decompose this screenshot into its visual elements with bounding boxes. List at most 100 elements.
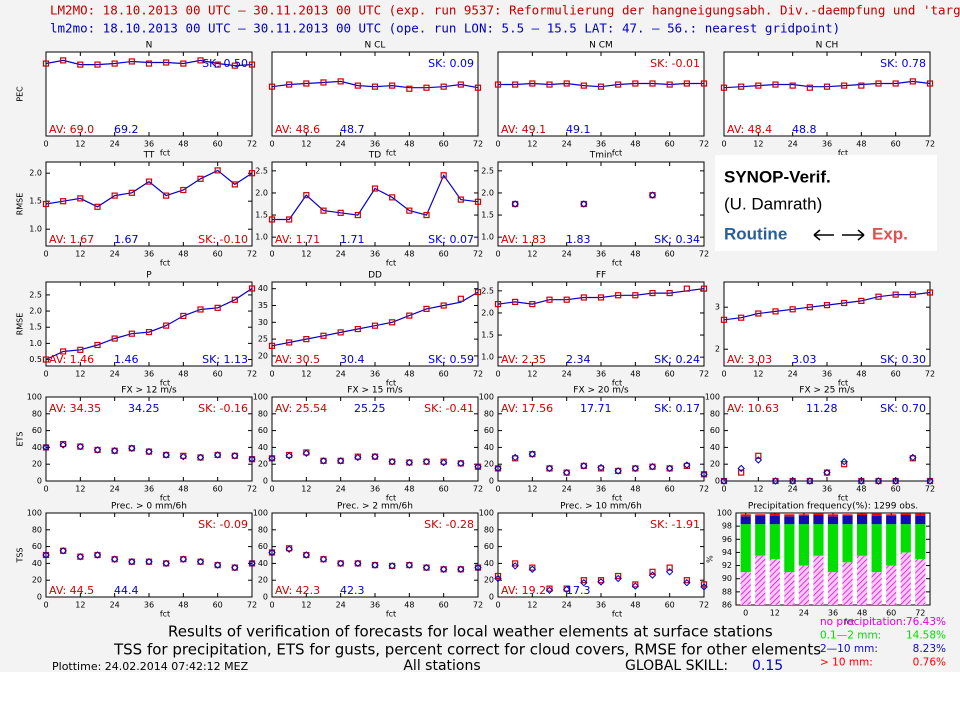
x-tick-label: 60 [665, 601, 675, 610]
x-tick-label: 36 [370, 601, 380, 610]
point-exp [562, 585, 571, 594]
y-tick-label: 80 [32, 525, 42, 534]
point-exp [76, 552, 85, 561]
point-routine [632, 292, 639, 299]
y-tick-label: 1.0 [481, 353, 494, 362]
bar-segment [769, 524, 780, 559]
point-exp [213, 451, 222, 459]
annotation-title: SYNOP-Verif. [724, 167, 831, 186]
point-routine [738, 314, 745, 321]
bar-segment [784, 524, 795, 573]
y-tick-label: 80 [32, 409, 42, 418]
y-tick-label: 1.0 [481, 233, 494, 242]
arrow-right [842, 229, 865, 241]
bar-segment [784, 514, 795, 517]
panel-title: Prec. > 0 mm/6h [111, 502, 187, 512]
y-tick-label: 80 [258, 409, 268, 418]
bar-segment [813, 514, 824, 525]
bar-segment [813, 513, 824, 515]
x-tick-label: 60 [665, 485, 675, 494]
x-tick-label: 36 [144, 370, 154, 379]
x-axis-label: fct [838, 149, 848, 158]
x-tick-label: 72 [473, 140, 483, 149]
bar-segment [827, 524, 839, 573]
av-routine: AV: 1.46 [49, 353, 94, 366]
point-exp [371, 561, 379, 569]
x-tick-label: 48 [856, 485, 866, 494]
panel: N CL 0 12 24 36 48 60 72 fct AV: 48.6 48.7 SK: 0.09 [268, 41, 483, 158]
x-tick-label: 12 [527, 250, 537, 259]
point-routine [512, 560, 519, 567]
av-routine: AV: 1.83 [501, 233, 546, 246]
plot-area [497, 161, 705, 247]
point-routine [145, 328, 153, 336]
point-routine [303, 192, 310, 199]
y-tick-label: 40 [710, 443, 720, 452]
y-tick-label: 0 [263, 477, 268, 486]
legend-label: 2—10 mm: [820, 643, 878, 655]
point-routine [875, 293, 882, 300]
point-routine [180, 312, 187, 320]
plottime: Plottime: 24.02.2014 07:42:12 MEZ [52, 660, 249, 673]
x-tick-label: 12 [527, 601, 537, 610]
x-tick-label: 72 [473, 601, 483, 610]
x-axis-label: fct [838, 379, 848, 388]
panel-title: N [146, 41, 153, 51]
y-tick-label: 1.5 [481, 211, 494, 220]
point-routine [320, 79, 327, 86]
point-exp [614, 467, 622, 475]
point-routine [337, 209, 344, 216]
panel: TT RMSE 0 12 24 36 48 60 72 fct 1.0 1.5 2.0 AV: 1.67 1… [16, 151, 258, 268]
point-exp [162, 451, 170, 459]
x-tick-label: 0 [43, 601, 48, 610]
point-exp [179, 452, 188, 461]
av-exp: 25.25 [354, 402, 386, 415]
panel: Prec. > 10 mm/6h 0 12 24 36 48 60 72 fct 0 20 40 60 8… [479, 502, 709, 619]
point-routine [60, 198, 67, 205]
y-tick-label: 1.0 [29, 339, 42, 348]
point-exp [128, 558, 136, 566]
av-exp: 17.3 [566, 584, 591, 597]
panel: FF 0 12 24 36 48 60 72 fct 1.0 1.5 2.0 2.5 AV: 2.35 2.… [481, 271, 709, 388]
x-tick-label: 48 [404, 601, 414, 610]
point-routine [268, 342, 276, 349]
y-tick-label: 0.5 [29, 355, 42, 364]
y-tick-label: 40 [258, 443, 268, 452]
point-exp [840, 457, 848, 466]
y-tick-label: 100 [479, 509, 494, 518]
point-routine [231, 181, 238, 188]
point-routine [389, 194, 396, 201]
y-tick-label: 88 [722, 587, 732, 596]
panel: N CH 0 12 24 36 48 60 72 fct AV: 48.4 48.8 SK: 0.78 [720, 41, 935, 158]
y-tick-label: 20 [32, 576, 42, 585]
point-routine [494, 81, 502, 88]
point-routine [789, 82, 796, 89]
point-exp [319, 457, 328, 465]
av-exp: 49.1 [566, 123, 591, 136]
x-tick-label: 36 [596, 485, 606, 494]
y-axis-label: TSS [16, 547, 25, 563]
legend-label: no precipitation: [820, 616, 906, 628]
x-tick-label: 60 [439, 370, 449, 379]
skill: SK: 0.07 [428, 233, 474, 246]
point-routine [772, 308, 779, 315]
y-tick-label: 60 [258, 542, 268, 551]
point-exp [700, 470, 708, 478]
skill: SK: -0.09 [198, 518, 248, 531]
skill: SK: 0.17 [654, 402, 700, 415]
x-tick-label: 48 [178, 485, 188, 494]
line-exp [498, 82, 704, 88]
point-exp [874, 477, 883, 485]
x-tick-label: 24 [562, 370, 572, 379]
y-tick-label: 20 [710, 460, 720, 469]
point-routine [145, 178, 153, 185]
y-tick-label: 100 [717, 509, 732, 518]
point-exp [196, 453, 205, 462]
x-tick-label: 0 [269, 250, 274, 259]
point-routine [440, 83, 447, 90]
x-tick-label: 24 [336, 250, 346, 259]
x-tick-label: 24 [110, 250, 120, 259]
x-tick-label: 72 [699, 485, 709, 494]
x-tick-label: 12 [301, 601, 311, 610]
panel-title: N CH [816, 41, 839, 51]
